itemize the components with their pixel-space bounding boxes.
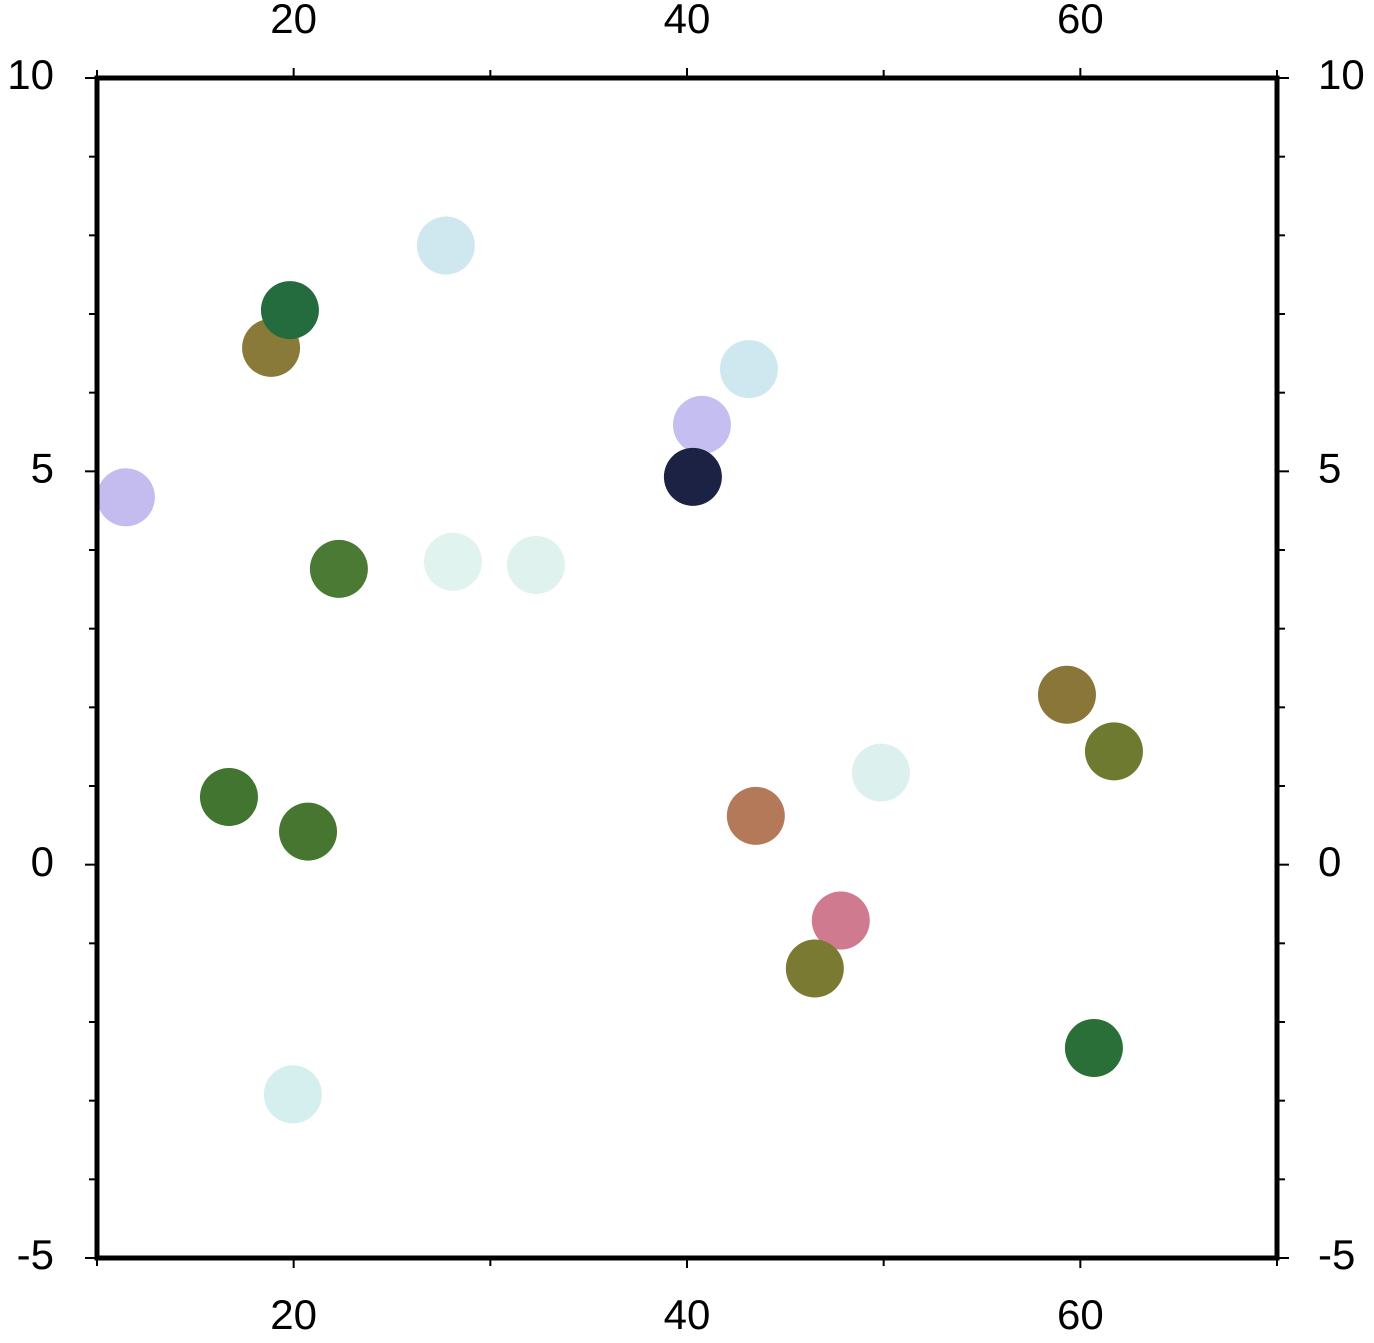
x-tick-label: 20 <box>270 1291 317 1338</box>
point <box>1064 1018 1123 1077</box>
x-tick-label: 60 <box>1057 0 1104 42</box>
y-tick-label: 0 <box>31 838 54 885</box>
point <box>416 216 475 275</box>
point <box>1084 722 1143 781</box>
point <box>663 447 722 506</box>
y-tick-label: 5 <box>1318 444 1341 491</box>
point <box>719 340 778 399</box>
point <box>785 939 844 998</box>
point <box>811 891 870 950</box>
x-tick-label: 60 <box>1057 1291 1104 1338</box>
point <box>726 786 785 845</box>
point <box>263 1065 322 1124</box>
point <box>279 802 338 861</box>
y-tick-label: 0 <box>1318 838 1341 885</box>
y-tick-label: -5 <box>1318 1231 1355 1278</box>
y-tick-label: 10 <box>1318 51 1365 98</box>
x-tick-label: 40 <box>664 0 711 42</box>
point <box>96 468 155 527</box>
point <box>423 532 482 591</box>
point <box>260 281 319 340</box>
point <box>1037 665 1096 724</box>
point <box>309 539 368 598</box>
point <box>506 535 565 594</box>
point <box>199 768 258 827</box>
x-tick-label: 40 <box>664 1291 711 1338</box>
y-tick-label: -5 <box>17 1231 54 1278</box>
x-tick-label: 20 <box>270 0 317 42</box>
point <box>672 395 731 454</box>
point <box>851 743 910 802</box>
y-tick-label: 5 <box>31 444 54 491</box>
y-tick-label: 10 <box>7 51 54 98</box>
